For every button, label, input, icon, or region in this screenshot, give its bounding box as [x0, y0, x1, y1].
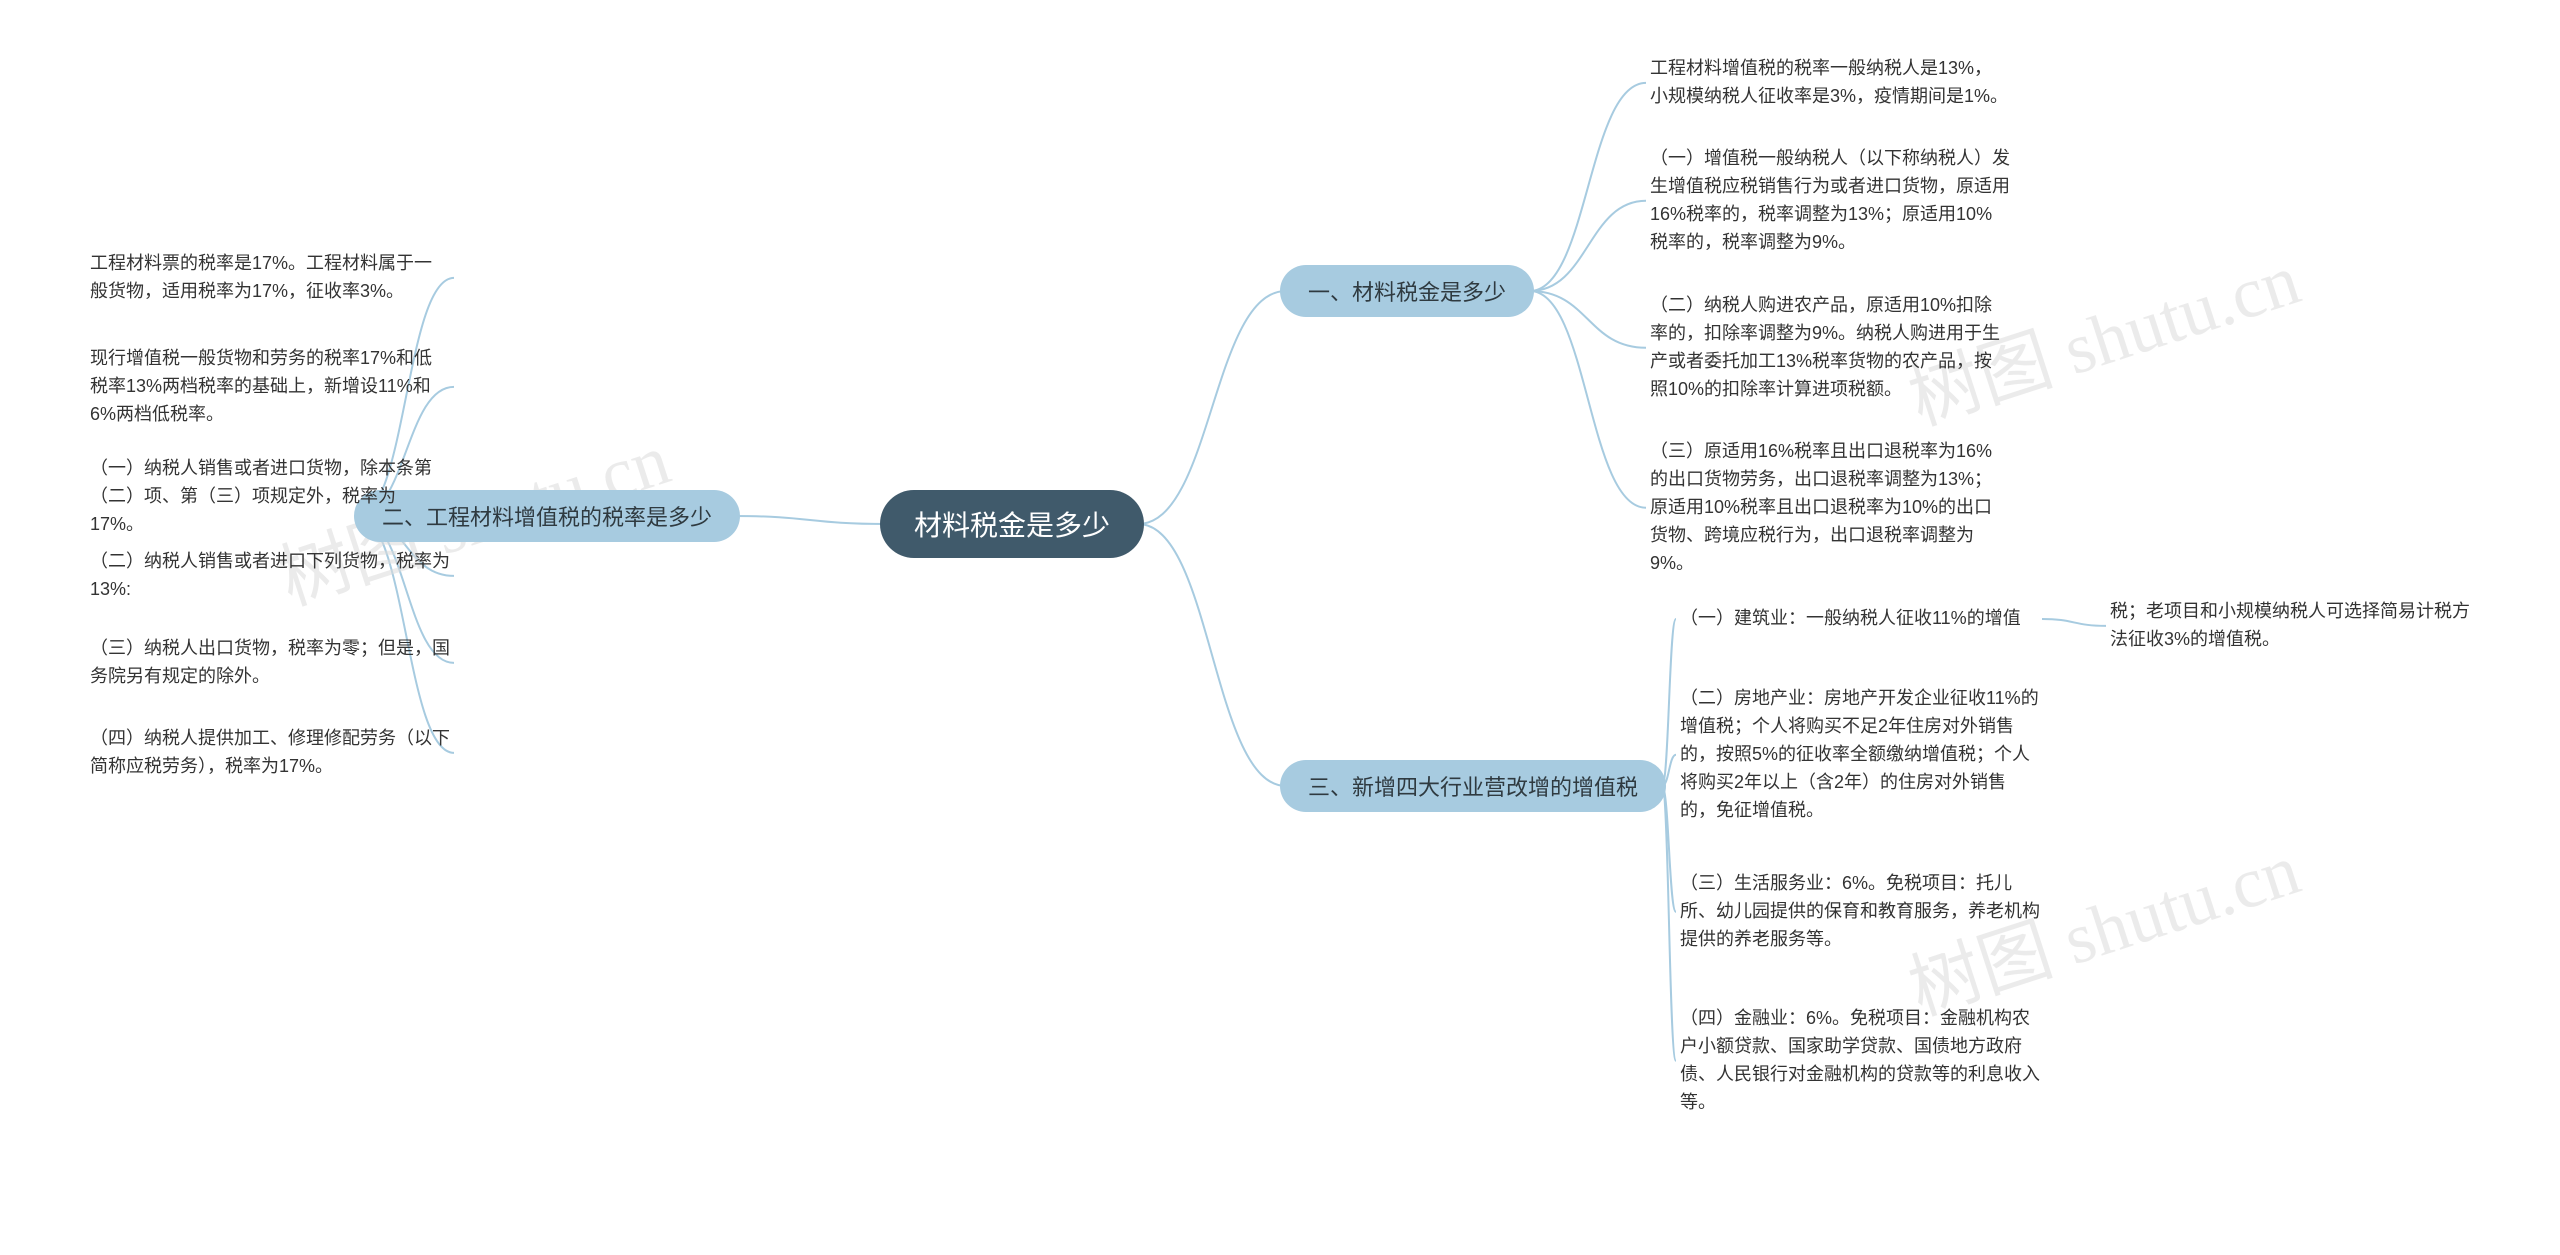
leaf-b1-3: （二）纳税人购进农产品，原适用10%扣除率的，扣除率调整为9%。纳税人购进用于生… — [1650, 292, 2010, 404]
leaf-b3-4: （四）金融业：6%。免税项目：金融机构农户小额贷款、国家助学贷款、国债地方政府债… — [1680, 1005, 2040, 1117]
leaf-b2-3: （一）纳税人销售或者进口货物，除本条第（二）项、第（三）项规定外，税率为17%。 — [90, 455, 450, 539]
leaf-b1-1: 工程材料增值税的税率一般纳税人是13%，小规模纳税人征收率是3%，疫情期间是1%… — [1650, 55, 2010, 111]
leaf-b2-4: （二）纳税人销售或者进口下列货物，税率为13%: — [90, 548, 450, 604]
leaf-b1-2: （一）增值税一般纳税人（以下称纳税人）发生增值税应税销售行为或者进口货物，原适用… — [1650, 145, 2010, 257]
leaf-b2-6: （四）纳税人提供加工、修理修配劳务（以下简称应税劳务），税率为17%。 — [90, 725, 450, 781]
branch-1[interactable]: 一、材料税金是多少 — [1280, 265, 1534, 317]
leaf-b1-4: （三）原适用16%税率且出口退税率为16%的出口货物劳务，出口退税率调整为13%… — [1650, 438, 2010, 577]
leaf-b3-2: （二）房地产业：房地产开发企业征收11%的增值税；个人将购买不足2年住房对外销售… — [1680, 685, 2040, 824]
mindmap-canvas: 树图 shutu.cn 树图 shutu.cn 树图 shutu.cn 材料税金… — [0, 0, 2560, 1255]
leaf-b3-1: （一）建筑业：一般纳税人征收11%的增值 — [1680, 605, 2040, 633]
leaf-b2-2: 现行增值税一般货物和劳务的税率17%和低税率13%两档税率的基础上，新增设11%… — [90, 345, 450, 429]
leaf-b2-1: 工程材料票的税率是17%。工程材料属于一般货物，适用税率为17%，征收率3%。 — [90, 250, 450, 306]
leaf-b2-5: （三）纳税人出口货物，税率为零；但是，国务院另有规定的除外。 — [90, 635, 450, 691]
leaf-b3-3: （三）生活服务业：6%。免税项目：托儿所、幼儿园提供的保育和教育服务，养老机构提… — [1680, 870, 2040, 954]
branch-3[interactable]: 三、新增四大行业营改增的增值税 — [1280, 760, 1666, 812]
root-node[interactable]: 材料税金是多少 — [880, 490, 1144, 558]
leaf-b3-1-sub: 税；老项目和小规模纳税人可选择简易计税方法征收3%的增值税。 — [2110, 598, 2470, 654]
